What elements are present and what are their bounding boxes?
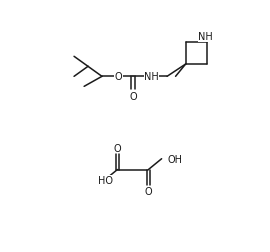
- Text: O: O: [114, 143, 121, 153]
- Text: HO: HO: [98, 176, 113, 185]
- Text: O: O: [129, 91, 137, 101]
- Text: NH: NH: [144, 72, 159, 82]
- Text: O: O: [145, 186, 152, 196]
- Text: NH: NH: [198, 32, 213, 42]
- Text: O: O: [114, 72, 122, 82]
- Text: OH: OH: [168, 154, 183, 164]
